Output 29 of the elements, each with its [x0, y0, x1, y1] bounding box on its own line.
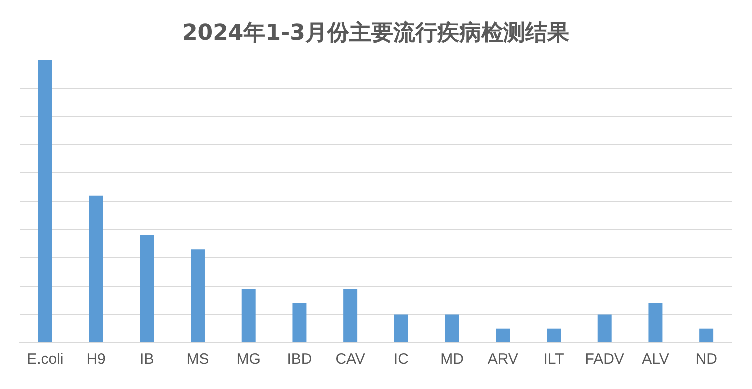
x-tick-label: ND [696, 351, 718, 368]
x-tick-label: MS [186, 351, 210, 368]
bar [496, 328, 510, 342]
bar [547, 328, 561, 342]
bar [445, 314, 460, 342]
bar [598, 314, 612, 342]
x-tick-label: MD [440, 351, 464, 368]
x-tick-label: MG [236, 351, 261, 368]
bar [344, 289, 358, 342]
bar [292, 303, 307, 342]
chart-title: 2024年1-3月份主要流行疾病检测结果 [182, 20, 570, 48]
x-tick-label: IB [140, 351, 154, 368]
bar [394, 314, 408, 342]
bar [242, 289, 256, 342]
x-tick-label: FADV [585, 351, 624, 368]
x-tick-label: ARV [488, 351, 518, 368]
bar [648, 303, 663, 342]
x-tick-label: H9 [86, 351, 106, 368]
bar [191, 250, 205, 342]
bar [89, 196, 104, 342]
x-tick-label: CAV [336, 351, 366, 368]
bar [700, 328, 714, 342]
bar [38, 60, 52, 342]
x-tick-label: ALV [642, 351, 670, 368]
x-tick-label: ILT [544, 351, 564, 368]
x-tick-label: E.coli [27, 351, 64, 368]
bar [140, 235, 154, 342]
x-tick-label: IBD [287, 351, 312, 368]
x-tick-label: IC [394, 351, 410, 368]
